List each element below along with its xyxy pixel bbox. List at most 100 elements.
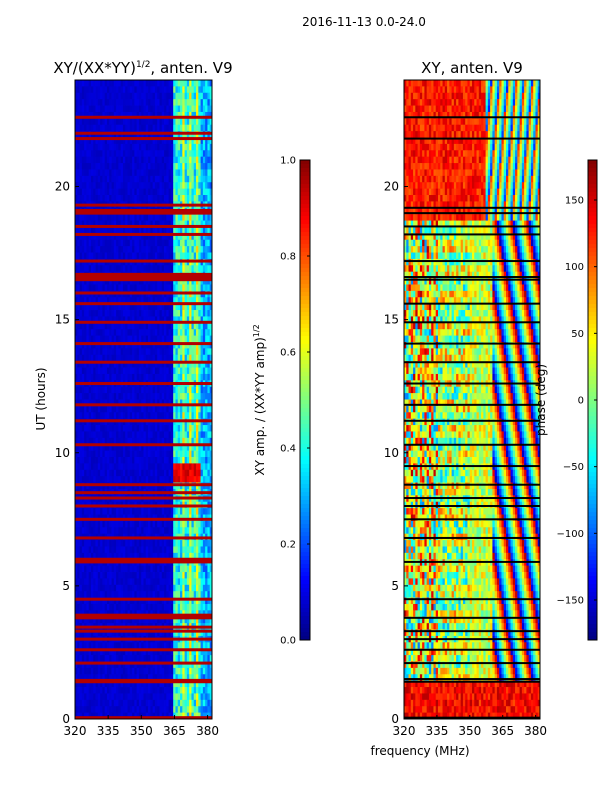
amplitude-heatmap-cell [122, 239, 126, 247]
amplitude-heatmap-cell [177, 540, 181, 547]
amplitude-heatmap-cell [175, 214, 179, 221]
amplitude-heatmap-cell [132, 195, 135, 202]
amplitude-heatmap-cell [182, 303, 185, 311]
amplitude-heatmap-cell [88, 341, 92, 349]
amplitude-heatmap-cell [198, 188, 201, 196]
amplitude-heatmap-cell [177, 226, 181, 234]
amplitude-heatmap-cell [113, 431, 117, 439]
amplitude-heatmap-cell [170, 226, 174, 234]
amplitude-heatmap-cell [97, 393, 101, 400]
amplitude-heatmap-cell [138, 220, 142, 228]
amplitude-heatmap-cell [175, 412, 179, 420]
amplitude-heatmap-cell [141, 603, 144, 611]
amplitude-heatmap-cell [161, 373, 165, 381]
amplitude-heatmap-cell [148, 182, 151, 190]
amplitude-heatmap-cell [143, 316, 147, 324]
amplitude-heatmap-cell [75, 143, 78, 151]
amplitude-heatmap-cell [205, 476, 208, 483]
amplitude-heatmap-cell [122, 584, 126, 592]
amplitude-heatmap-cell [141, 175, 144, 183]
amplitude-heatmap-cell [161, 341, 165, 349]
amplitude-heatmap-cell [207, 597, 211, 605]
amplitude-heatmap-cell [79, 431, 83, 439]
amplitude-heatmap-cell [127, 386, 131, 394]
amplitude-heatmap-cell [84, 99, 87, 106]
amplitude-heatmap-cell [138, 341, 142, 349]
amplitude-heatmap-cell [116, 99, 119, 106]
amplitude-heatmap-cell [136, 124, 140, 132]
amplitude-heatmap-cell [125, 284, 128, 292]
amplitude-heatmap-cell [207, 348, 211, 356]
amplitude-heatmap-cell [152, 111, 156, 119]
amplitude-heatmap-cell [84, 520, 87, 528]
amplitude-heatmap-cell [164, 399, 167, 407]
amplitude-heatmap-cell [182, 341, 185, 349]
amplitude-heatmap-cell [180, 143, 183, 151]
amplitude-heatmap-cell [118, 603, 122, 611]
amplitude-heatmap-cell [182, 527, 185, 535]
amplitude-heatmap-cell [104, 552, 108, 560]
amplitude-heatmap-cell [159, 508, 163, 515]
amplitude-heatmap-cell [129, 284, 133, 292]
amplitude-heatmap-cell [154, 597, 158, 605]
amplitude-heatmap-cell [75, 92, 78, 100]
amplitude-heatmap-cell [180, 367, 183, 375]
amplitude-heatmap-cell [129, 92, 133, 100]
amplitude-heatmap-cell [109, 386, 112, 394]
amplitude-heatmap-cell [145, 143, 149, 151]
amplitude-heatmap-cell [177, 214, 181, 221]
amplitude-heatmap-cell [97, 469, 101, 477]
amplitude-heatmap-cell [138, 284, 142, 292]
amplitude-heatmap-cell [84, 137, 87, 145]
amplitude-heatmap-cell [116, 341, 119, 349]
amplitude-heatmap-cell [198, 437, 201, 445]
amplitude-heatmap-cell [79, 437, 83, 445]
amplitude-heatmap-cell [125, 546, 128, 554]
amplitude-heatmap-cell [125, 233, 128, 241]
amplitude-heatmap-cell [97, 341, 101, 349]
amplitude-heatmap-cell [136, 310, 140, 317]
amplitude-heatmap-cell [202, 252, 206, 260]
amplitude-heatmap-cell [106, 239, 110, 247]
amplitude-heatmap-cell [138, 373, 142, 381]
amplitude-heatmap-cell [79, 188, 83, 196]
amplitude-heatmap-cell [154, 603, 158, 611]
amplitude-heatmap-cell [205, 310, 208, 317]
amplitude-heatmap-cell [106, 322, 110, 330]
amplitude-heatmap-cell [102, 405, 106, 413]
amplitude-heatmap-cell [118, 188, 122, 196]
amplitude-heatmap-cell [97, 361, 101, 368]
amplitude-heatmap-cell [134, 603, 138, 611]
amplitude-heatmap-cell [102, 450, 106, 458]
amplitude-heatmap-cell [145, 150, 149, 158]
amplitude-heatmap-cell [205, 188, 208, 196]
amplitude-heatmap-cell [116, 591, 119, 598]
amplitude-heatmap-cell [134, 80, 138, 87]
amplitude-heatmap-cell [129, 182, 133, 190]
amplitude-heatmap-cell [86, 591, 90, 598]
amplitude-heatmap-cell [125, 265, 128, 273]
amplitude-heatmap-cell [205, 552, 208, 560]
amplitude-heatmap-cell [196, 156, 199, 164]
amplitude-heatmap-cell [182, 399, 185, 407]
amplitude-heatmap-cell [198, 175, 201, 183]
amplitude-heatmap-cell [209, 508, 213, 515]
amplitude-heatmap-cell [122, 361, 126, 368]
amplitude-heatmap-cell [173, 399, 176, 407]
amplitude-heatmap-cell [180, 188, 183, 196]
amplitude-heatmap-cell [161, 444, 165, 452]
amplitude-heatmap-cell [145, 265, 149, 273]
amplitude-heatmap-cell [184, 361, 188, 368]
amplitude-heatmap-cell [157, 405, 160, 413]
amplitude-heatmap-cell [90, 527, 94, 535]
amplitude-heatmap-cell [132, 246, 135, 253]
amplitude-heatmap-cell [177, 163, 181, 170]
amplitude-heatmap-cell [157, 399, 160, 407]
amplitude-heatmap-cell [113, 469, 117, 477]
amplitude-heatmap-cell [88, 578, 92, 586]
amplitude-heatmap-cell [157, 578, 160, 586]
amplitude-heatmap-cell [95, 361, 99, 368]
amplitude-heatmap-cell [127, 169, 131, 177]
amplitude-heatmap-cell [193, 412, 197, 420]
amplitude-heatmap-cell [88, 437, 92, 445]
